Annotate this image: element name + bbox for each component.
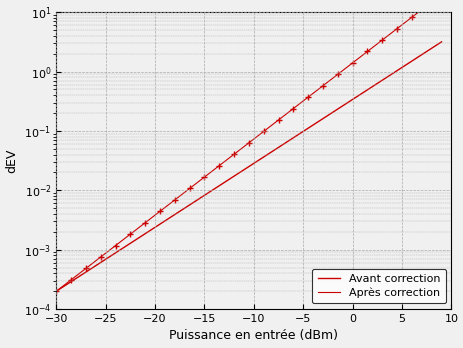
Après correction <box>238 147 244 151</box>
Avant correction <box>438 40 444 44</box>
Avant correction <box>236 171 242 175</box>
Line: Après correction: Après correction <box>56 0 441 291</box>
Après correction <box>369 46 374 50</box>
Après correction <box>236 148 242 152</box>
Après correction <box>429 0 434 3</box>
Avant correction <box>238 169 244 173</box>
Avant correction <box>53 289 59 293</box>
Line: Avant correction: Avant correction <box>56 42 441 291</box>
Avant correction <box>262 154 267 158</box>
Y-axis label: dEV: dEV <box>6 148 19 173</box>
Après correction <box>53 289 59 293</box>
Legend: Avant correction, Après correction: Avant correction, Après correction <box>312 269 445 303</box>
Après correction <box>282 112 288 117</box>
X-axis label: Puissance en entrée (dBm): Puissance en entrée (dBm) <box>169 330 338 342</box>
Après correction <box>262 128 267 133</box>
Avant correction <box>429 46 434 50</box>
Avant correction <box>282 141 288 145</box>
Avant correction <box>369 85 374 89</box>
